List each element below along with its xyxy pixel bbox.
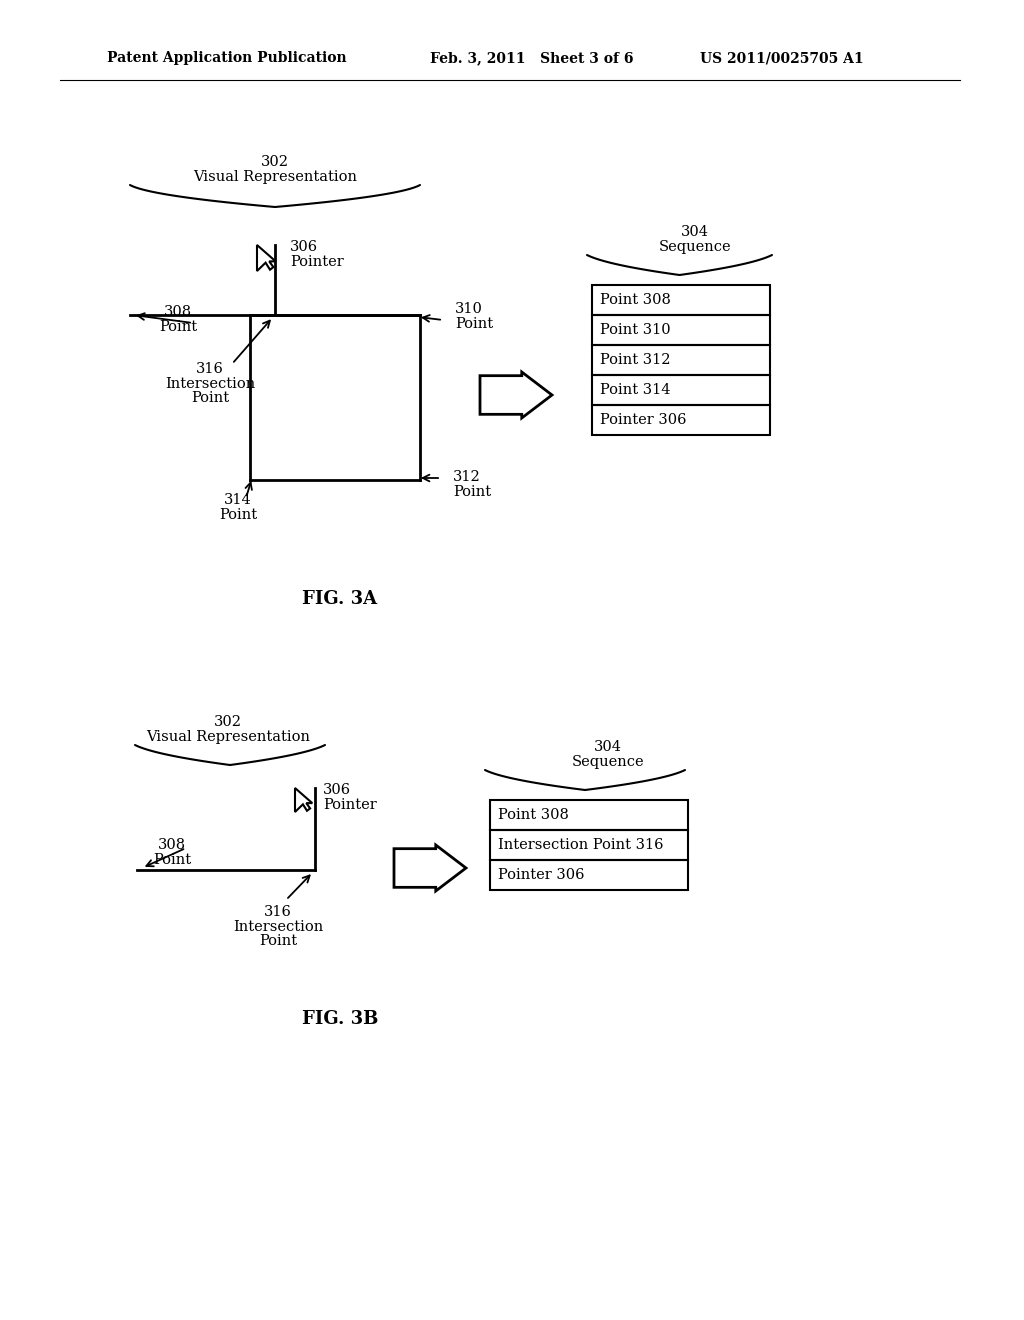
Polygon shape [394, 845, 466, 891]
Text: Point: Point [455, 317, 494, 331]
Text: 312: 312 [453, 470, 480, 484]
Text: 308: 308 [164, 305, 193, 319]
Text: Point: Point [190, 391, 229, 405]
Text: Sequence: Sequence [571, 755, 644, 770]
Text: 306: 306 [290, 240, 318, 253]
Text: Point: Point [159, 319, 197, 334]
Text: 310: 310 [455, 302, 483, 315]
Text: 302: 302 [214, 715, 242, 729]
Text: Pointer 306: Pointer 306 [600, 413, 686, 426]
Text: US 2011/0025705 A1: US 2011/0025705 A1 [700, 51, 863, 65]
Text: 314: 314 [224, 492, 252, 507]
Text: Point: Point [219, 508, 257, 521]
Bar [592, 375, 770, 405]
Text: Patent Application Publication: Patent Application Publication [106, 51, 347, 65]
Text: Pointer: Pointer [323, 799, 377, 812]
Bar [592, 285, 770, 315]
Text: Intersection: Intersection [165, 378, 255, 391]
Text: 316: 316 [264, 906, 292, 919]
Text: Point: Point [153, 853, 191, 867]
Text: Point: Point [453, 484, 492, 499]
Text: Pointer 306: Pointer 306 [498, 869, 585, 882]
Bar [592, 405, 770, 436]
Text: Point 312: Point 312 [600, 352, 671, 367]
Polygon shape [295, 788, 312, 812]
Text: 316: 316 [196, 362, 224, 376]
Text: Intersection Point 316: Intersection Point 316 [498, 838, 664, 851]
Bar [490, 830, 688, 861]
Text: FIG. 3A: FIG. 3A [302, 590, 378, 609]
Text: Visual Representation: Visual Representation [193, 170, 357, 183]
Bar [490, 800, 688, 830]
Text: Intersection: Intersection [232, 920, 324, 935]
Text: 306: 306 [323, 783, 351, 797]
Text: Point 308: Point 308 [498, 808, 569, 822]
Bar [490, 861, 688, 890]
Polygon shape [257, 246, 275, 271]
Text: 308: 308 [158, 838, 186, 851]
Bar [592, 345, 770, 375]
Text: Feb. 3, 2011   Sheet 3 of 6: Feb. 3, 2011 Sheet 3 of 6 [430, 51, 634, 65]
Polygon shape [480, 372, 552, 418]
Bar [592, 315, 770, 345]
Text: Pointer: Pointer [290, 255, 344, 269]
Text: 302: 302 [261, 154, 289, 169]
Text: Visual Representation: Visual Representation [146, 730, 310, 744]
Text: 304: 304 [681, 224, 709, 239]
Text: Point 308: Point 308 [600, 293, 671, 308]
Text: Sequence: Sequence [658, 240, 731, 253]
Text: Point 314: Point 314 [600, 383, 671, 397]
Text: 304: 304 [594, 741, 622, 754]
Text: Point 310: Point 310 [600, 323, 671, 337]
Text: FIG. 3B: FIG. 3B [302, 1010, 378, 1028]
Text: Point: Point [259, 935, 297, 948]
